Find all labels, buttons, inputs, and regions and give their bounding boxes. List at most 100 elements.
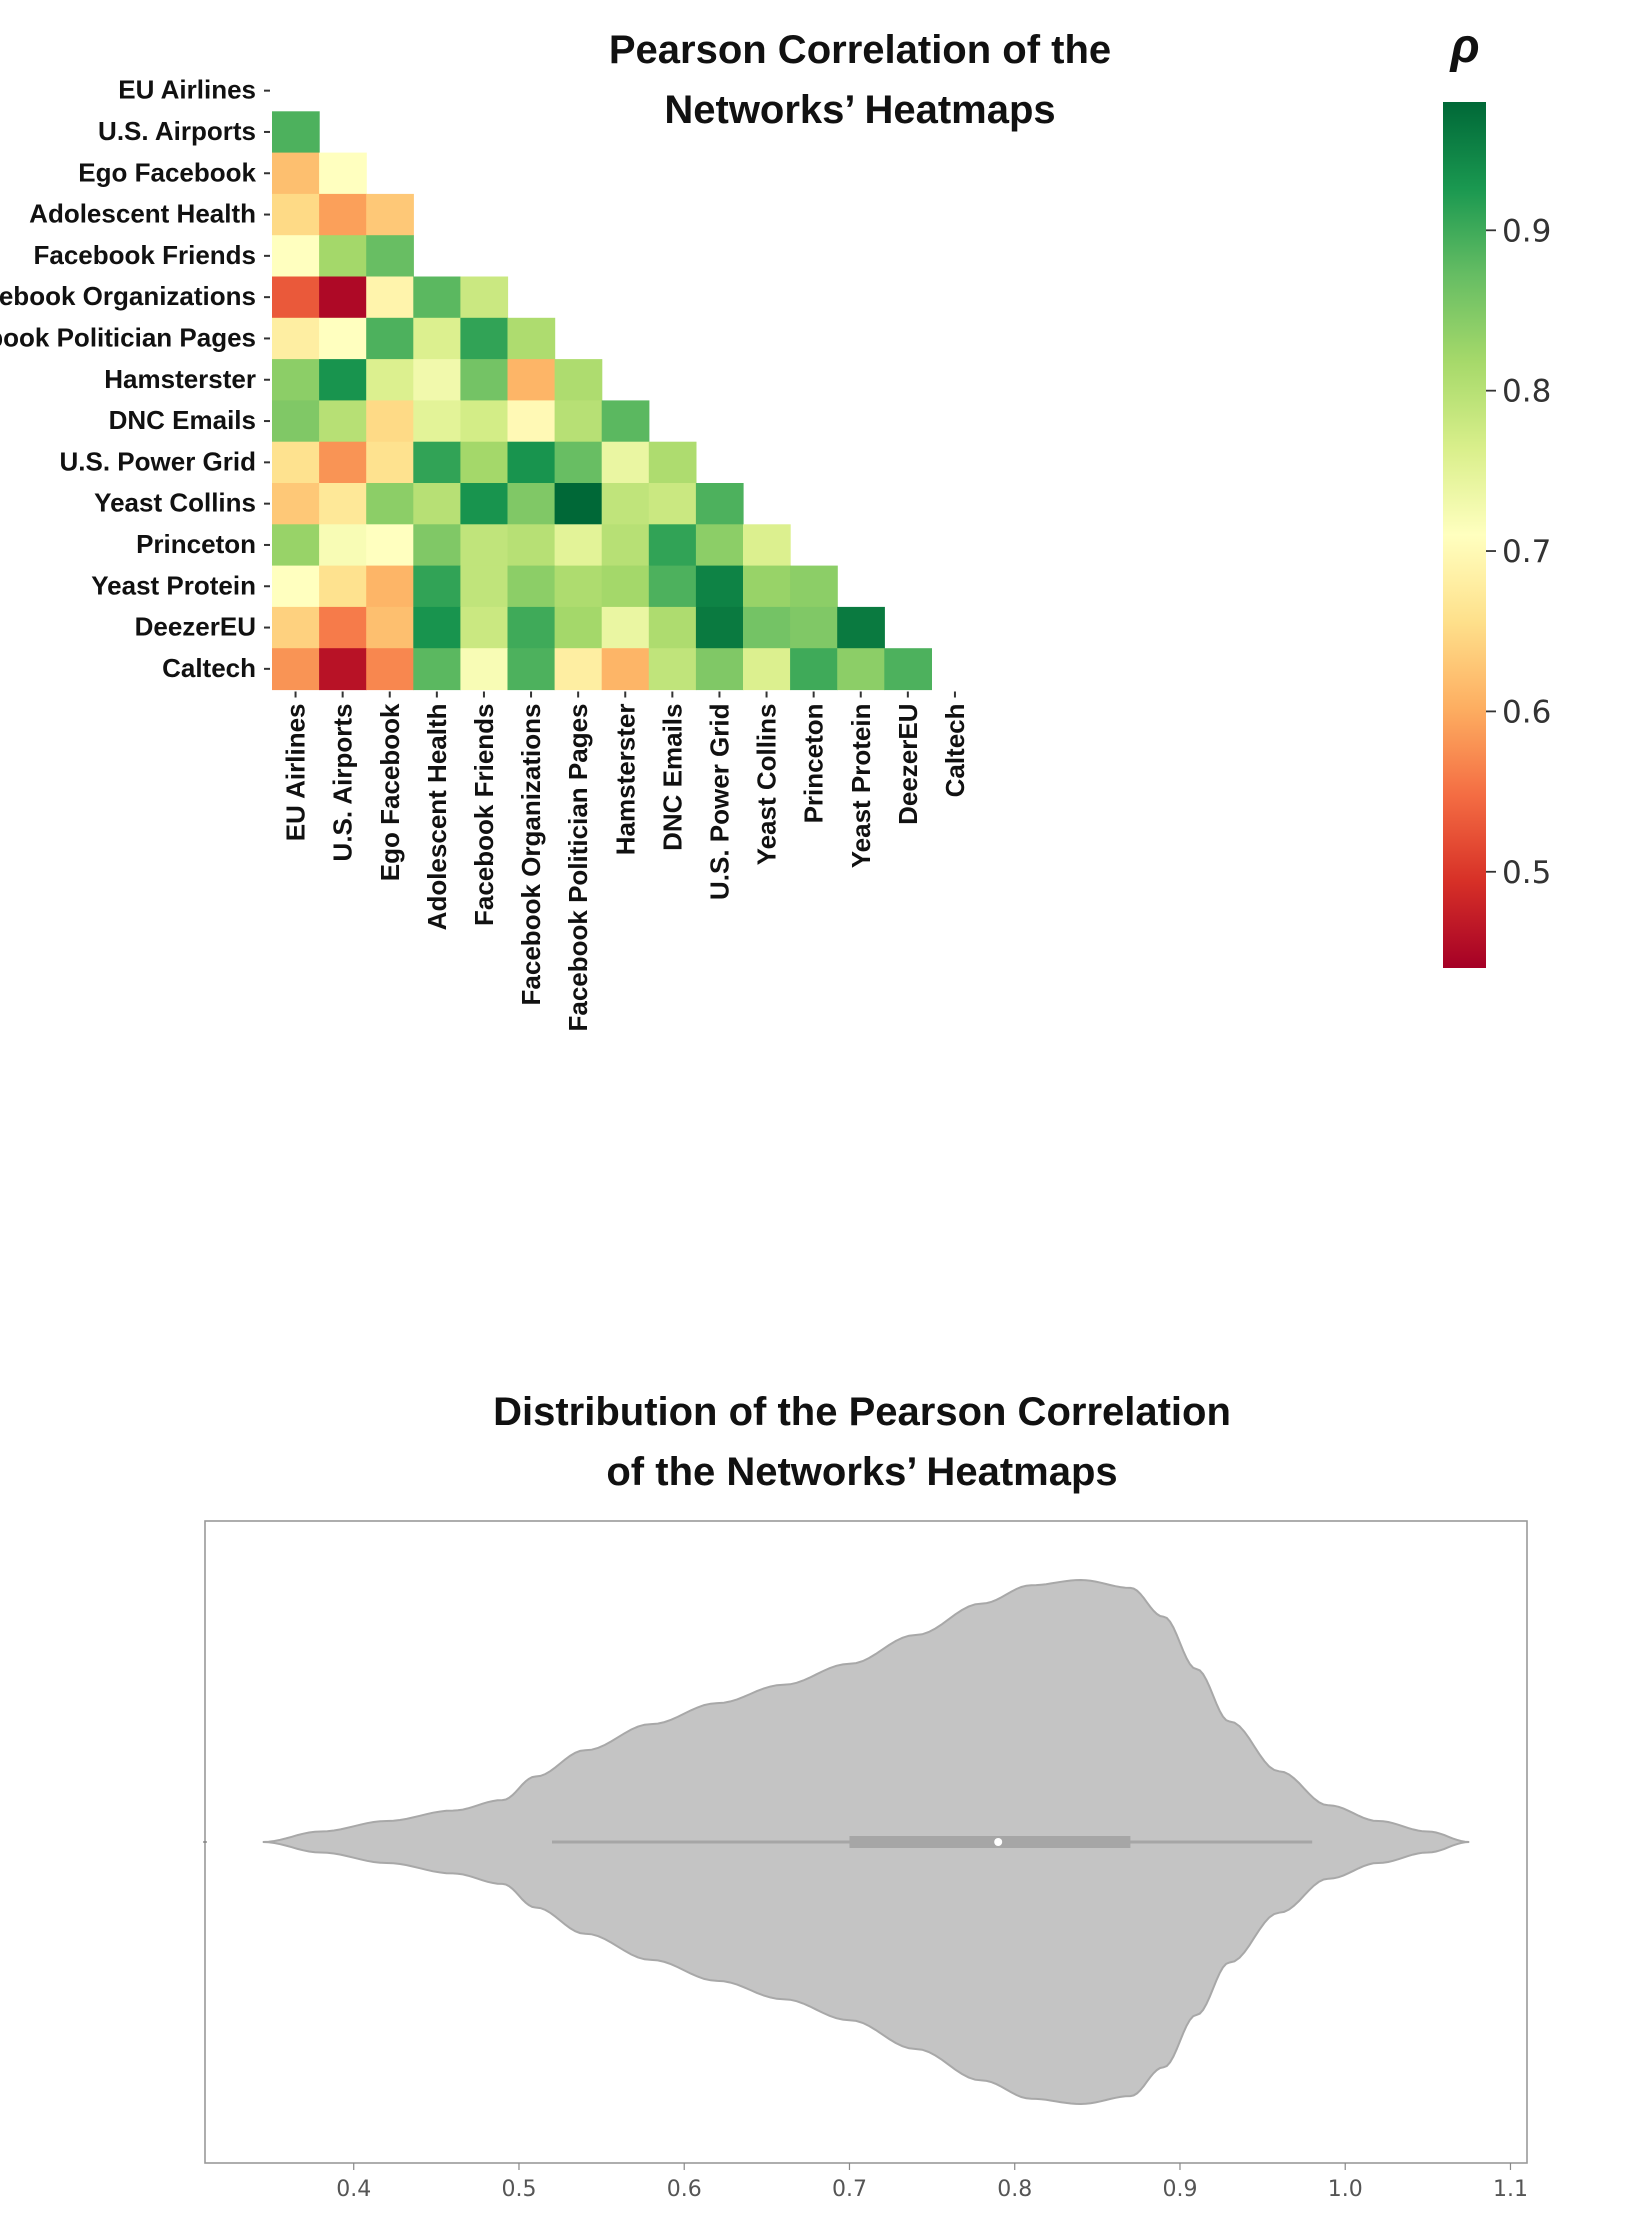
heatmap-cell-yeast-protein-yeast-collins [743, 565, 791, 608]
heatmap-cell-yeast-protein-facebook-organizations [507, 565, 556, 608]
violin-x-axis-ticks: 0.4 0.5 0.6 0.7 0.8 0.9 1.0 1.1 [336, 2163, 1528, 2202]
row-label-u-s-power-grid: U.S. Power Grid [60, 446, 257, 476]
heatmap-cell-adolescent-health-u-s-airports [319, 193, 367, 236]
heatmap-cell-yeast-protein-dnc-emails [648, 565, 697, 608]
heatmap-cell-princeton-yeast-collins [743, 524, 791, 567]
heatmap-cell-yeast-collins-facebook-politician-pages [554, 483, 603, 525]
heatmap-cell-yeast-protein-eu-airlines [272, 565, 320, 608]
column-label-eu-airlines: EU Airlines [281, 704, 311, 842]
heatmap-cell-facebook-politician-pages-u-s-airports [319, 317, 367, 360]
row-label-deezereu: DeezerEU [135, 612, 256, 642]
column-label-yeast-protein: Yeast Protein [846, 704, 876, 869]
heatmap-cell-hamsterster-facebook-friends [460, 359, 509, 401]
heatmap-cell-ego-facebook-eu-airlines [272, 152, 320, 195]
heatmap-cell-deezereu-facebook-organizations [507, 606, 556, 649]
heatmap-cell-facebook-friends-u-s-airports [319, 235, 367, 278]
heatmap-cell-adolescent-health-eu-airlines [272, 193, 320, 236]
heatmap-cell-hamsterster-adolescent-health [413, 359, 461, 401]
violin-x-tick-label-1-1: 1.1 [1493, 2177, 1528, 2202]
colorbar-tick-label-0-6: 0.6 [1502, 694, 1551, 730]
column-label-facebook-organizations: Facebook Organizations [516, 704, 546, 1006]
heatmap-cell-deezereu-ego-facebook [366, 606, 414, 649]
heatmap-cell-u-s-power-grid-ego-facebook [366, 441, 414, 484]
heatmap-cell-yeast-collins-facebook-organizations [507, 483, 556, 525]
heatmap-cell-princeton-ego-facebook [366, 524, 414, 567]
column-label-u-s-power-grid: U.S. Power Grid [705, 704, 735, 901]
heatmap-cell-u-s-power-grid-hamsterster [601, 441, 650, 484]
heatmap-cell-princeton-dnc-emails [648, 524, 697, 567]
heatmap-cell-princeton-facebook-organizations [507, 524, 556, 567]
heatmap-cell-hamsterster-ego-facebook [366, 359, 414, 401]
colorbar-tick-label-0-5: 0.5 [1502, 855, 1551, 891]
heatmap-cell-deezereu-princeton [790, 606, 838, 649]
heatmap-cell-facebook-friends-ego-facebook [366, 235, 414, 278]
violin-x-tick-label-0-4: 0.4 [336, 2177, 371, 2202]
violin-x-tick-label-0-8: 0.8 [997, 2177, 1032, 2202]
row-label-adolescent-health: Adolescent Health [29, 199, 256, 229]
heatmap-cell-caltech-dnc-emails [648, 648, 697, 691]
heatmap-cell-yeast-protein-facebook-politician-pages [554, 565, 603, 608]
column-label-facebook-politician-pages: Facebook Politician Pages [563, 704, 593, 1032]
heatmap-cell-facebook-politician-pages-facebook-organizations [507, 317, 556, 360]
heatmap-cell-caltech-yeast-protein [837, 648, 885, 691]
heatmap-cell-princeton-facebook-politician-pages [554, 524, 603, 567]
heatmap-cell-yeast-protein-facebook-friends [460, 565, 509, 608]
row-label-ego-facebook: Ego Facebook [78, 157, 256, 187]
heatmap-cell-caltech-princeton [790, 648, 838, 691]
heatmap-cell-caltech-facebook-organizations [507, 648, 556, 691]
violin-x-tick-label-0-6: 0.6 [667, 2177, 702, 2202]
violin-x-tick-label-0-7: 0.7 [832, 2177, 867, 2202]
heatmap-cell-u-s-power-grid-adolescent-health [413, 441, 461, 484]
heatmap-cell-caltech-u-s-power-grid [695, 648, 744, 691]
heatmap-cell-hamsterster-facebook-organizations [507, 359, 556, 401]
heatmap-cell-dnc-emails-facebook-organizations [507, 400, 556, 443]
heatmap-cell-facebook-politician-pages-adolescent-health [413, 317, 461, 360]
heatmap-cell-deezereu-adolescent-health [413, 606, 461, 649]
row-label-u-s-airports: U.S. Airports [98, 116, 256, 146]
heatmap-cell-princeton-hamsterster [601, 524, 650, 567]
heatmap-cell-facebook-organizations-facebook-friends [460, 276, 509, 319]
heatmap-cell-u-s-power-grid-dnc-emails [648, 441, 697, 484]
heatmap-cell-princeton-facebook-friends [460, 524, 509, 567]
heatmap-cell-adolescent-health-ego-facebook [366, 193, 414, 236]
heatmap-cell-caltech-yeast-collins [743, 648, 791, 691]
row-label-princeton: Princeton [136, 529, 256, 559]
row-label-hamsterster: Hamsterster [104, 364, 256, 394]
heatmap-cell-yeast-protein-princeton [790, 565, 838, 608]
heatmap-cell-hamsterster-u-s-airports [319, 359, 367, 401]
heatmap-cell-caltech-deezereu [884, 648, 932, 691]
heatmap-cell-caltech-u-s-airports [319, 648, 367, 691]
heatmap-cell-dnc-emails-adolescent-health [413, 400, 461, 443]
heatmap-cell-facebook-organizations-u-s-airports [319, 276, 367, 319]
heatmap-cell-deezereu-facebook-politician-pages [554, 606, 603, 649]
heatmap-cell-princeton-adolescent-health [413, 524, 461, 567]
heatmap-cell-facebook-politician-pages-ego-facebook [366, 317, 414, 360]
heatmap-cell-deezereu-dnc-emails [648, 606, 697, 649]
column-label-facebook-friends: Facebook Friends [469, 704, 499, 927]
colorbar [1443, 102, 1486, 968]
heatmap-cell-u-s-power-grid-facebook-politician-pages [554, 441, 603, 484]
heatmap-cell-facebook-politician-pages-eu-airlines [272, 317, 320, 360]
heatmap-cell-yeast-protein-u-s-airports [319, 565, 367, 608]
violin-median-marker [994, 1838, 1003, 1846]
heatmap-cell-yeast-collins-u-s-power-grid [695, 483, 744, 525]
heatmap-cell-yeast-collins-eu-airlines [272, 483, 320, 525]
violin-x-tick-label-0-5: 0.5 [501, 2177, 536, 2202]
row-label-eu-airlines: EU Airlines [118, 75, 256, 105]
heatmap-title-line-2: Networks’ Heatmaps [664, 88, 1055, 132]
heatmap-cell-deezereu-yeast-collins [743, 606, 791, 649]
heatmap-cell-u-s-airports-eu-airlines [272, 111, 320, 154]
heatmap-cell-deezereu-yeast-protein [837, 606, 885, 649]
row-label-dnc-emails: DNC Emails [109, 405, 256, 435]
colorbar-tick-label-0-7: 0.7 [1502, 534, 1551, 570]
column-label-u-s-airports: U.S. Airports [328, 704, 358, 862]
heatmap-cell-caltech-facebook-politician-pages [554, 648, 603, 691]
colorbar-tick-label-0-9: 0.9 [1502, 213, 1551, 249]
heatmap-cell-facebook-politician-pages-facebook-friends [460, 317, 509, 360]
heatmap-cell-deezereu-u-s-airports [319, 606, 367, 649]
column-label-deezereu: DeezerEU [893, 704, 923, 825]
heatmap-cell-dnc-emails-eu-airlines [272, 400, 320, 443]
heatmap-cell-deezereu-u-s-power-grid [695, 606, 744, 649]
column-label-princeton: Princeton [799, 704, 829, 824]
heatmap-cell-facebook-organizations-eu-airlines [272, 276, 320, 319]
